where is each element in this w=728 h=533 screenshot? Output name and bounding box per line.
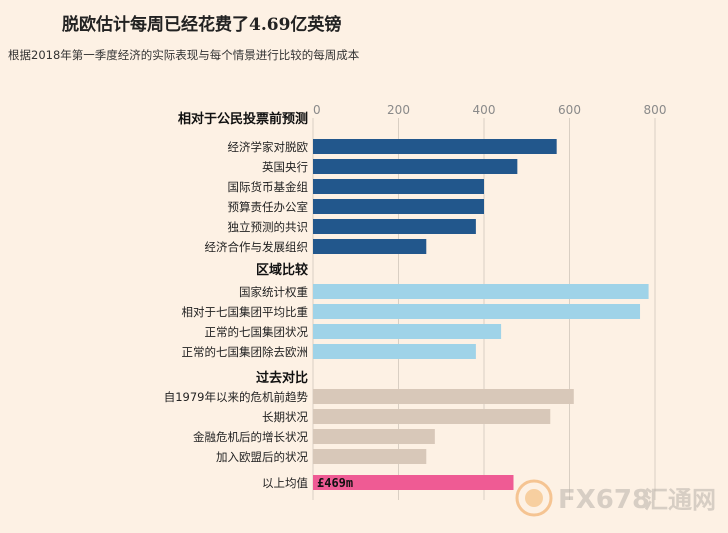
category-label: 经济学家对脱欧 — [228, 140, 309, 154]
x-tick-label: 600 — [558, 103, 581, 117]
category-label: 正常的七国集团除去欧洲 — [182, 345, 309, 359]
x-tick-label: 200 — [387, 103, 410, 117]
bar — [313, 475, 514, 490]
category-label: 预算责任办公室 — [228, 200, 309, 214]
bar — [313, 179, 484, 194]
bar — [313, 139, 557, 154]
category-label: 国际货币基金组 — [228, 180, 309, 194]
x-tick-label: 0 — [313, 103, 321, 117]
bar — [313, 284, 649, 299]
category-label: 英国央行 — [262, 160, 308, 174]
bar — [313, 429, 435, 444]
bar-value-label: £469m — [317, 476, 353, 490]
fx678-watermark-logo: FX678 汇通网 — [515, 479, 716, 517]
bar — [313, 389, 574, 404]
x-tick-label: 800 — [644, 103, 667, 117]
group-header: 过去对比 — [256, 370, 308, 386]
category-label: 独立预测的共识 — [228, 220, 309, 234]
category-label: 长期状况 — [262, 410, 308, 424]
bar — [313, 409, 551, 424]
bar — [313, 219, 476, 234]
chart-subtitle: 根据2018年第一季度经济的实际表现与每个情景进行比较的每周成本 — [8, 48, 360, 62]
svg-text:FX678: FX678 — [558, 485, 650, 515]
bar — [313, 344, 476, 359]
category-label: 金融危机后的增长状况 — [193, 430, 308, 444]
category-label: 自1979年以来的危机前趋势 — [164, 390, 309, 404]
category-label: 相对于七国集团平均比重 — [182, 305, 309, 319]
chart-title: 脱欧估计每周已经花费了4.69亿英镑 — [62, 15, 342, 35]
bar — [313, 324, 502, 339]
category-label: 以上均值 — [262, 476, 308, 490]
bar — [313, 449, 427, 464]
group-header: 区域比较 — [256, 262, 308, 278]
bar — [313, 304, 641, 319]
category-label: 正常的七国集团状况 — [205, 325, 309, 339]
bar — [313, 159, 518, 174]
category-label: 经济合作与发展组织 — [205, 240, 309, 254]
x-tick-label: 400 — [473, 103, 496, 117]
category-label: 加入欧盟后的状况 — [216, 450, 308, 464]
svg-text:汇通网: 汇通网 — [644, 486, 716, 514]
category-label: 国家统计权重 — [239, 285, 308, 299]
group-header: 相对于公民投票前预测 — [178, 111, 308, 127]
bar — [313, 239, 427, 254]
bar — [313, 199, 484, 214]
